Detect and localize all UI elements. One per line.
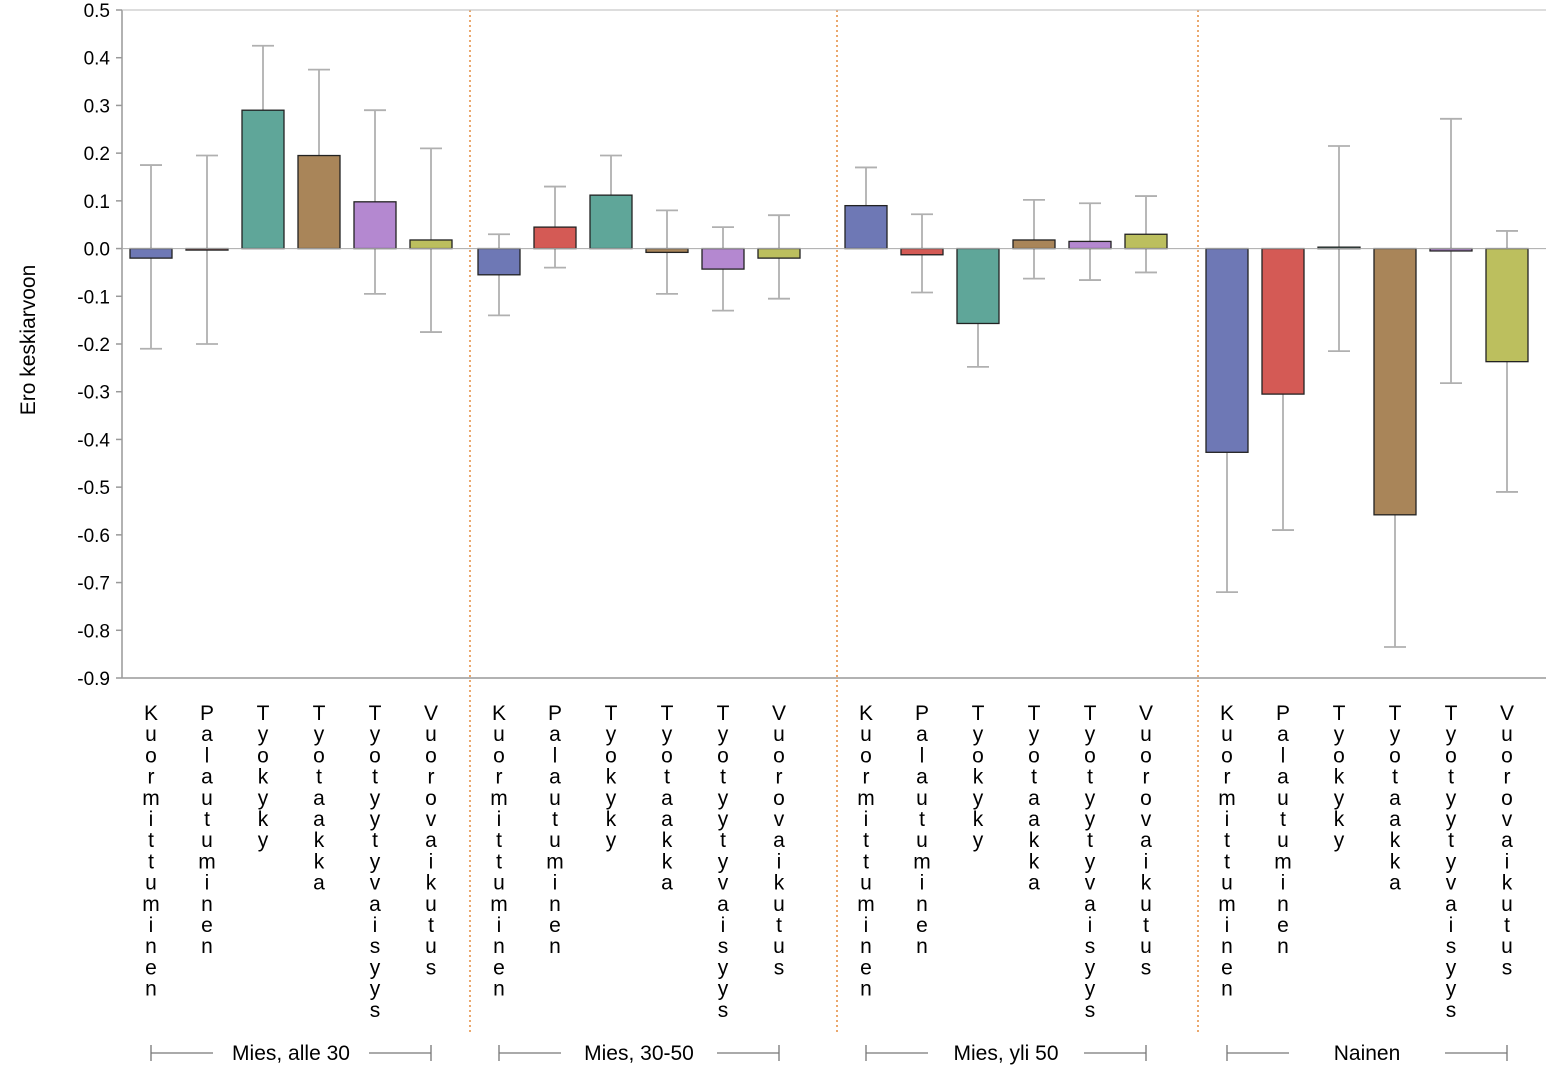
bar <box>1485 247 1529 363</box>
group-label: Nainen <box>1334 1042 1401 1065</box>
bar <box>900 247 944 256</box>
bar <box>1261 247 1305 395</box>
bar <box>589 194 633 250</box>
bar <box>353 201 397 250</box>
y-tick-label: -0.4 <box>77 430 110 451</box>
y-axis-title: Ero keskiarvoon <box>17 265 40 416</box>
bars <box>129 109 1529 516</box>
group-label: Mies, yli 50 <box>953 1042 1058 1065</box>
y-axis: 0.5 0.4 0.3 0.2 0.1 0.0 -0.1 -0.2 -0.3 -0.4 -0.5 -0… <box>77 1 123 690</box>
y-tick-label: 0.3 <box>84 96 110 117</box>
group-label: Mies, alle 30 <box>232 1042 350 1065</box>
group-labels: Mies, alle 30 Mies, 30-50 Mies, yli 50 Nain… <box>150 1042 1508 1065</box>
bar <box>1373 247 1417 516</box>
y-tick-label: -0.3 <box>77 383 110 404</box>
plot-frame <box>122 9 1546 679</box>
y-tick-label: 0.0 <box>84 240 110 261</box>
y-tick-label: -0.5 <box>77 478 110 499</box>
bar <box>1068 240 1112 250</box>
bar <box>129 247 173 259</box>
y-tick-label: 0.4 <box>84 49 111 70</box>
y-tick-label: 0.1 <box>84 192 110 213</box>
bar <box>757 247 801 259</box>
bar <box>477 247 521 276</box>
y-tick-label: -0.6 <box>77 526 110 547</box>
bar <box>1205 247 1249 453</box>
bar <box>1124 233 1168 250</box>
y-tick-label: 0.5 <box>84 1 110 22</box>
bar <box>956 247 1000 325</box>
y-tick-label: 0.2 <box>84 144 110 165</box>
bar <box>241 109 285 250</box>
group-dividers <box>469 10 1199 1035</box>
error-bars <box>140 44 1518 648</box>
y-tick-label: -0.9 <box>77 669 110 690</box>
bar <box>844 204 888 250</box>
bar <box>645 247 689 254</box>
bar <box>297 154 341 250</box>
y-tick-label: -0.1 <box>77 287 110 308</box>
bar <box>409 239 453 250</box>
y-tick-label: -0.8 <box>77 621 110 642</box>
group-label: Mies, 30-50 <box>584 1042 694 1065</box>
y-tick-label: -0.2 <box>77 335 110 356</box>
bar <box>1012 239 1056 250</box>
bar <box>701 247 745 270</box>
y-tick-label: -0.7 <box>77 574 110 595</box>
bar <box>533 226 577 250</box>
